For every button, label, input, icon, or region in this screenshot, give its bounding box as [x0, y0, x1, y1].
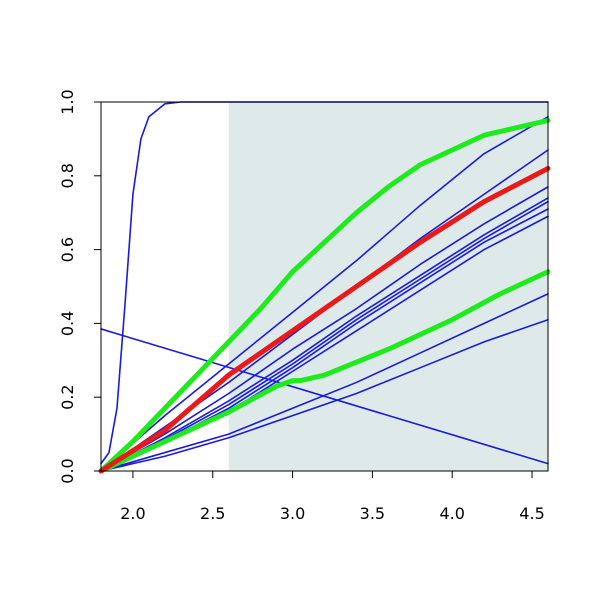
x-tick-label: 2.5 [200, 504, 225, 523]
series-line-blue-10 [100, 318, 549, 472]
plot-frame [100, 101, 549, 472]
series-line-blue-9 [100, 293, 549, 472]
series-line-green-11 [98, 117, 551, 474]
series-line-blue-0 [100, 101, 549, 465]
y-tick-label: 0.2 [58, 384, 77, 409]
axes-layer: 2.0 2.5 3.0 3.5 4.0 4.5 0.0 0.2 0.4 0.6 0.8 1.0 [58, 89, 549, 523]
x-tick-label: 4.0 [439, 504, 464, 523]
series-line-blue-2 [100, 115, 549, 472]
series-layer [98, 101, 551, 474]
series-line-blue-4 [100, 186, 549, 472]
series-line-green-12 [98, 269, 551, 474]
y-tick-label: 0.0 [58, 458, 77, 483]
x-tick-label: 4.5 [519, 504, 544, 523]
y-tick-label: 1.0 [58, 89, 77, 114]
x-tick-label: 2.0 [120, 504, 145, 523]
y-tick-label: 0.8 [58, 163, 77, 188]
series-line-blue-5 [100, 197, 549, 472]
y-tick-label: 0.4 [58, 311, 77, 336]
x-tick-label: 3.0 [280, 504, 305, 523]
x-tick-label: 3.5 [360, 504, 385, 523]
y-tick-label: 0.6 [58, 237, 77, 262]
series-line-blue-1 [100, 328, 549, 465]
series-line-blue-6 [100, 200, 549, 472]
series-line-red-13 [98, 165, 551, 474]
